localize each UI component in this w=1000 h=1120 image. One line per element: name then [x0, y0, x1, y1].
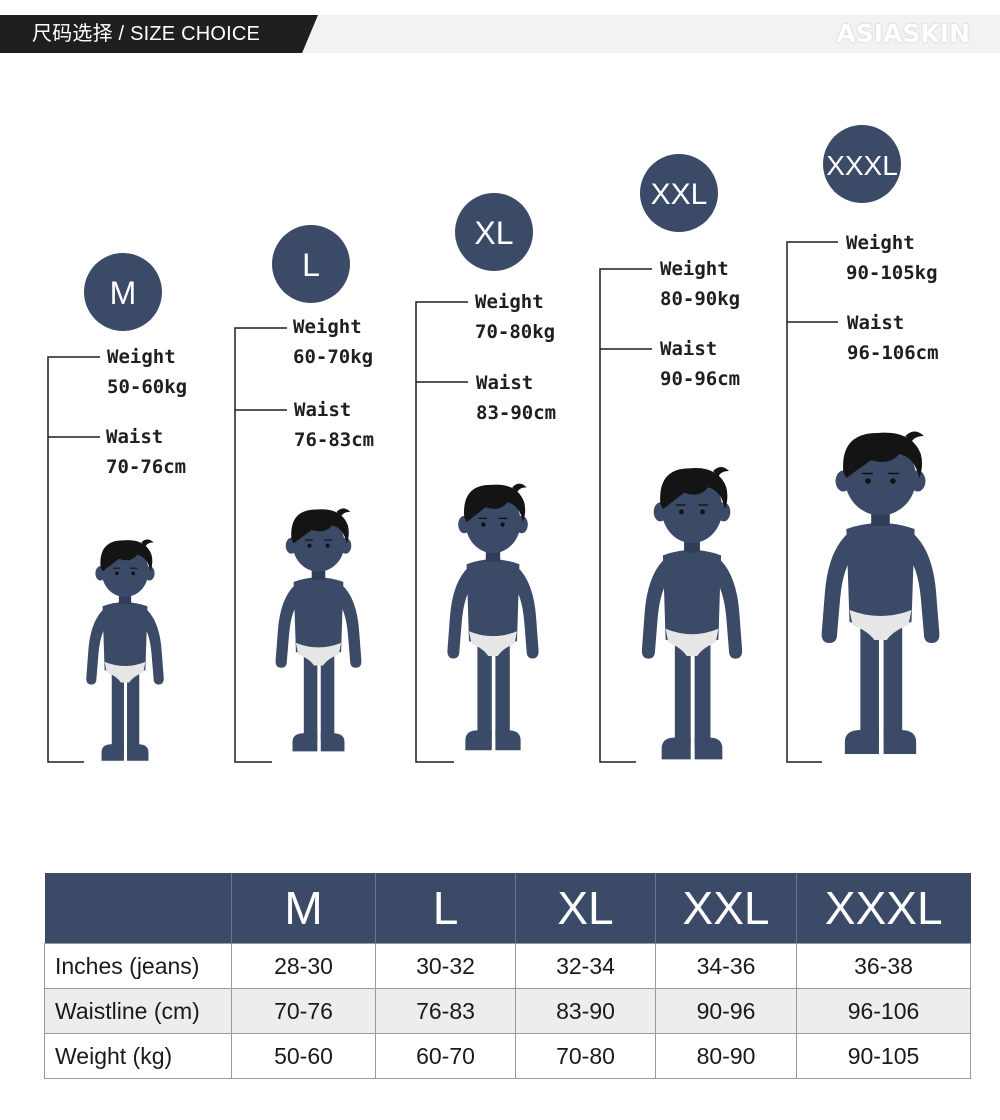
table-cell: 50-60 — [231, 1033, 376, 1079]
child-figure-l — [274, 507, 363, 752]
table-header-m: M — [231, 873, 376, 944]
size-badge-xxl — [640, 154, 718, 232]
table-cell: 90-105 — [796, 1033, 971, 1079]
table-row: Weight (kg) 50-60 60-70 70-80 80-90 90-1… — [44, 1033, 971, 1079]
spec-weight-label: Weight — [293, 316, 362, 338]
header-bar: 尺码选择 / SIZE CHOICE ASIASKIN — [0, 0, 1000, 68]
size-badge-xxl-label: XXL — [651, 178, 708, 211]
table-cell: 96-106 — [796, 988, 971, 1034]
spec-xl-weight: Weight 70-80kg — [475, 287, 555, 347]
size-badge-xl-label: XL — [474, 215, 513, 251]
brand-logo: ASIASKIN — [836, 19, 970, 48]
figure-xxl: XXL — [599, 154, 743, 763]
figure-xl: XL — [415, 193, 540, 763]
table-cell: 80-90 — [655, 1033, 797, 1079]
size-badge-l-label: L — [302, 247, 320, 283]
spec-xxl-waist: Waist 90-96cm — [660, 334, 740, 394]
table-cell: 34-36 — [655, 943, 797, 989]
spec-weight-value: 90-105kg — [846, 262, 938, 284]
spec-waist-value: 90-96cm — [660, 368, 741, 390]
size-badge-m — [84, 253, 162, 331]
table-row: Waistline (cm) 70-76 76-83 83-90 90-96 9… — [44, 988, 971, 1034]
spec-weight-value: 80-90kg — [660, 288, 741, 310]
child-figure-xxxl — [820, 430, 941, 755]
size-badge-xxxl-label: XXXL — [826, 150, 898, 181]
table-cell: 70-80 — [515, 1033, 656, 1079]
row-label-waistline: Waistline (cm) — [44, 988, 232, 1034]
table-row: Inches (jeans) 28-30 30-32 32-34 34-36 3… — [44, 943, 971, 989]
size-figures-illustration: M L XL XXL XXXL — [47, 125, 941, 763]
spec-waist-label: Waist — [847, 312, 905, 334]
table-cell: 32-34 — [515, 943, 656, 989]
child-figure-xxl — [641, 466, 743, 761]
spec-waist-label: Waist — [106, 426, 164, 448]
size-badge-l — [272, 225, 350, 303]
size-chart-table: M L XL XXL XXXL Inches (jeans) 28-30 30-… — [44, 873, 971, 1079]
table-cell: 70-76 — [231, 988, 376, 1034]
spec-waist-label: Waist — [660, 338, 718, 360]
spec-waist-value: 96-106cm — [847, 342, 939, 364]
spec-weight-value: 50-60kg — [107, 376, 188, 398]
table-cell: 36-38 — [796, 943, 971, 989]
figure-xxxl: XXXL — [786, 125, 941, 763]
spec-waist-label: Waist — [294, 399, 352, 421]
table-header-empty — [44, 873, 232, 944]
spec-xxxl-waist: Waist 96-106cm — [847, 308, 939, 368]
size-badge-m-label: M — [110, 275, 137, 311]
spec-weight-label: Weight — [660, 258, 729, 280]
table-cell: 76-83 — [375, 988, 516, 1034]
row-label-weight: Weight (kg) — [44, 1033, 232, 1079]
spec-l-waist: Waist 76-83cm — [294, 395, 374, 455]
child-figure-xl — [446, 483, 540, 751]
spec-m-weight: Weight 50-60kg — [107, 342, 187, 402]
table-cell: 28-30 — [231, 943, 376, 989]
table-header-l: L — [375, 873, 516, 944]
spec-weight-label: Weight — [846, 232, 915, 254]
child-figure-m — [85, 538, 165, 762]
header-title-tab — [0, 15, 318, 53]
figure-m: M — [47, 253, 165, 763]
spec-xxl-weight: Weight 80-90kg — [660, 254, 740, 314]
table-cell: 90-96 — [655, 988, 797, 1034]
row-label-inches: Inches (jeans) — [44, 943, 232, 989]
table-header-xxxl: XXXL — [796, 873, 971, 944]
size-badge-xxxl — [823, 125, 901, 203]
table-header-row: M L XL XXL XXXL — [44, 873, 971, 944]
spec-weight-value: 60-70kg — [293, 346, 374, 368]
spec-waist-value: 76-83cm — [294, 429, 375, 451]
spec-m-waist: Waist 70-76cm — [106, 422, 186, 482]
figure-l: L — [234, 225, 363, 763]
spec-weight-label: Weight — [107, 346, 176, 368]
spec-waist-value: 70-76cm — [106, 456, 187, 478]
spec-xxxl-weight: Weight 90-105kg — [846, 228, 938, 288]
spec-weight-label: Weight — [475, 291, 544, 313]
spec-waist-value: 83-90cm — [476, 402, 557, 424]
spec-l-weight: Weight 60-70kg — [293, 312, 373, 372]
table-cell: 60-70 — [375, 1033, 516, 1079]
page-title: 尺码选择 / SIZE CHOICE — [32, 23, 261, 45]
spec-waist-label: Waist — [476, 372, 534, 394]
spec-weight-value: 70-80kg — [475, 321, 556, 343]
table-cell: 83-90 — [515, 988, 656, 1034]
table-header-xxl: XXL — [655, 873, 797, 944]
table-cell: 30-32 — [375, 943, 516, 989]
spec-xl-waist: Waist 83-90cm — [476, 368, 556, 428]
size-badge-xl — [455, 193, 533, 271]
table-header-xl: XL — [515, 873, 656, 944]
